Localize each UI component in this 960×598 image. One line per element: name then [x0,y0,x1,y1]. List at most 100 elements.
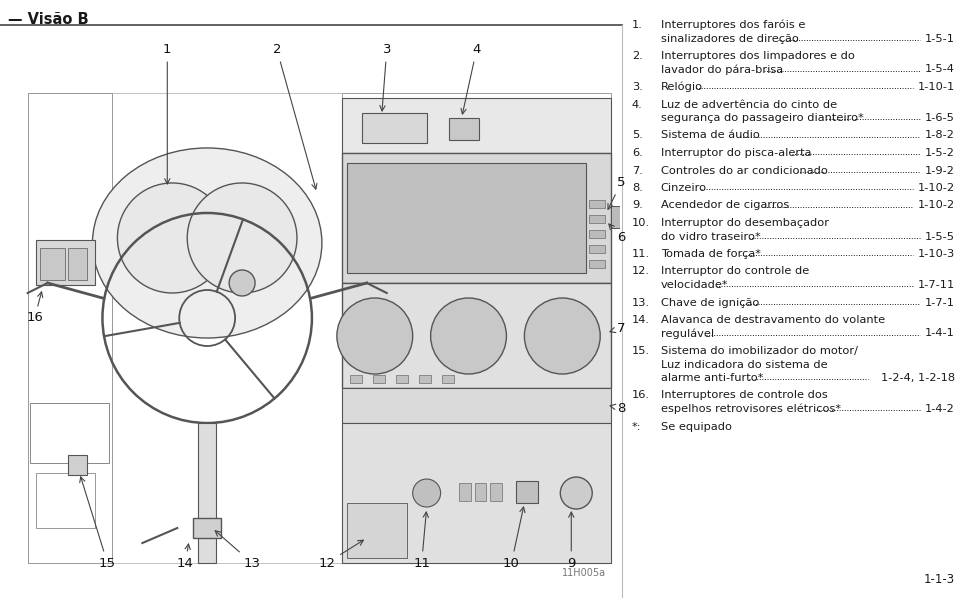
Text: Tomada de força*: Tomada de força* [660,249,760,259]
Circle shape [117,183,228,293]
Bar [193,518,221,538]
Text: espelhos retrovisores elétricos*: espelhos retrovisores elétricos* [660,404,841,414]
Text: Sistema de áudio: Sistema de áudio [660,130,759,141]
Text: Interruptor do pisca-alerta: Interruptor do pisca-alerta [660,148,811,158]
Text: 8: 8 [611,401,625,414]
Text: 13: 13 [215,530,260,569]
Bar [342,93,612,563]
Bar [67,248,87,280]
Bar [67,455,87,475]
Circle shape [187,183,297,293]
Text: 3.: 3. [632,82,642,92]
Circle shape [337,298,413,374]
Text: regulável: regulável [660,328,714,339]
Text: Interruptor do controle de: Interruptor do controle de [660,267,809,276]
Text: 11H005a: 11H005a [562,568,606,578]
Text: 10: 10 [503,507,525,569]
Bar [36,240,95,285]
Text: *:: *: [632,422,641,432]
Circle shape [229,270,255,296]
Ellipse shape [92,148,322,338]
Text: 3: 3 [380,44,391,111]
Text: Alavanca de destravamento do volante: Alavanca de destravamento do volante [660,315,885,325]
Bar [589,260,605,268]
Bar [342,423,612,563]
Bar [362,113,426,143]
Text: 12: 12 [319,540,364,569]
Text: Interruptores dos limpadores e do: Interruptores dos limpadores e do [660,51,854,61]
Text: 12.: 12. [632,267,650,276]
Text: 1-10-2: 1-10-2 [918,200,955,210]
Text: Controles do ar condicionado: Controles do ar condicionado [660,166,828,175]
Text: 8.: 8. [632,183,642,193]
Bar [516,481,539,503]
Text: 1-7-11: 1-7-11 [918,280,955,290]
Text: 1-5-4: 1-5-4 [925,65,955,75]
Text: Interruptor do desembaçador: Interruptor do desembaçador [660,218,828,228]
Text: 4.: 4. [632,99,642,109]
Bar [589,200,605,208]
Bar [448,118,478,140]
Bar [442,375,453,383]
Text: 1-5-2: 1-5-2 [925,148,955,158]
Text: Interruptores de controle dos: Interruptores de controle dos [660,390,828,401]
Text: Relógio: Relógio [660,82,703,93]
Text: Cinzeiro: Cinzeiro [660,183,707,193]
Text: Se equipado: Se equipado [660,422,732,432]
Bar [612,206,623,228]
Bar [347,503,407,558]
Bar [459,483,470,501]
Text: 1-8-2: 1-8-2 [925,130,955,141]
Text: Interruptores dos faróis e: Interruptores dos faróis e [660,20,805,30]
Text: do vidro traseiro*: do vidro traseiro* [660,231,760,242]
Bar [30,403,109,463]
Bar [589,230,605,238]
Text: Luz indicadora do sistema de: Luz indicadora do sistema de [660,359,828,370]
Bar [372,375,385,383]
Text: 6.: 6. [632,148,642,158]
Text: 9.: 9. [632,200,642,210]
Bar [491,483,502,501]
Bar [347,163,587,273]
Text: 1-4-2: 1-4-2 [925,404,955,414]
Text: 1-4-1: 1-4-1 [925,328,955,338]
Text: Luz de advertência do cinto de: Luz de advertência do cinto de [660,99,837,109]
Text: 1-2-4, 1-2-18: 1-2-4, 1-2-18 [881,373,955,383]
Circle shape [431,298,507,374]
Text: segurança do passageiro dianteiro*: segurança do passageiro dianteiro* [660,113,864,123]
Text: Chave de ignição: Chave de ignição [660,297,759,307]
Text: 1-10-1: 1-10-1 [918,82,955,92]
Text: Sistema do imobilizador do motor/: Sistema do imobilizador do motor/ [660,346,858,356]
Text: lavador do pára-brisa: lavador do pára-brisa [660,65,783,75]
Circle shape [561,477,592,509]
Bar [36,473,95,528]
Text: sinalizadores de direção: sinalizadores de direção [660,33,799,44]
Circle shape [524,298,600,374]
Bar [349,375,362,383]
Text: 1-1-3: 1-1-3 [924,573,955,586]
Text: 1: 1 [163,44,172,184]
Bar [342,388,612,423]
Text: 7: 7 [610,322,625,334]
Text: 1-7-1: 1-7-1 [925,297,955,307]
Text: Acendedor de cigarros: Acendedor de cigarros [660,200,789,210]
Text: 2: 2 [273,44,317,189]
Bar [342,98,612,153]
Text: 1-5-5: 1-5-5 [925,231,955,242]
Text: 11: 11 [413,512,430,569]
Text: 15.: 15. [632,346,650,356]
Text: velocidade*: velocidade* [660,280,729,290]
Text: 16.: 16. [632,390,650,401]
Bar [342,283,612,388]
Bar [198,423,216,563]
Text: 5.: 5. [632,130,642,141]
Text: 4: 4 [461,44,481,114]
Text: alarme anti-furto*: alarme anti-furto* [660,373,763,383]
Text: 9: 9 [567,512,575,569]
Text: 14: 14 [177,544,194,569]
Text: 5: 5 [608,176,625,209]
Text: 10.: 10. [632,218,650,228]
Text: 2.: 2. [632,51,642,61]
Text: 14.: 14. [632,315,650,325]
Bar [396,375,408,383]
